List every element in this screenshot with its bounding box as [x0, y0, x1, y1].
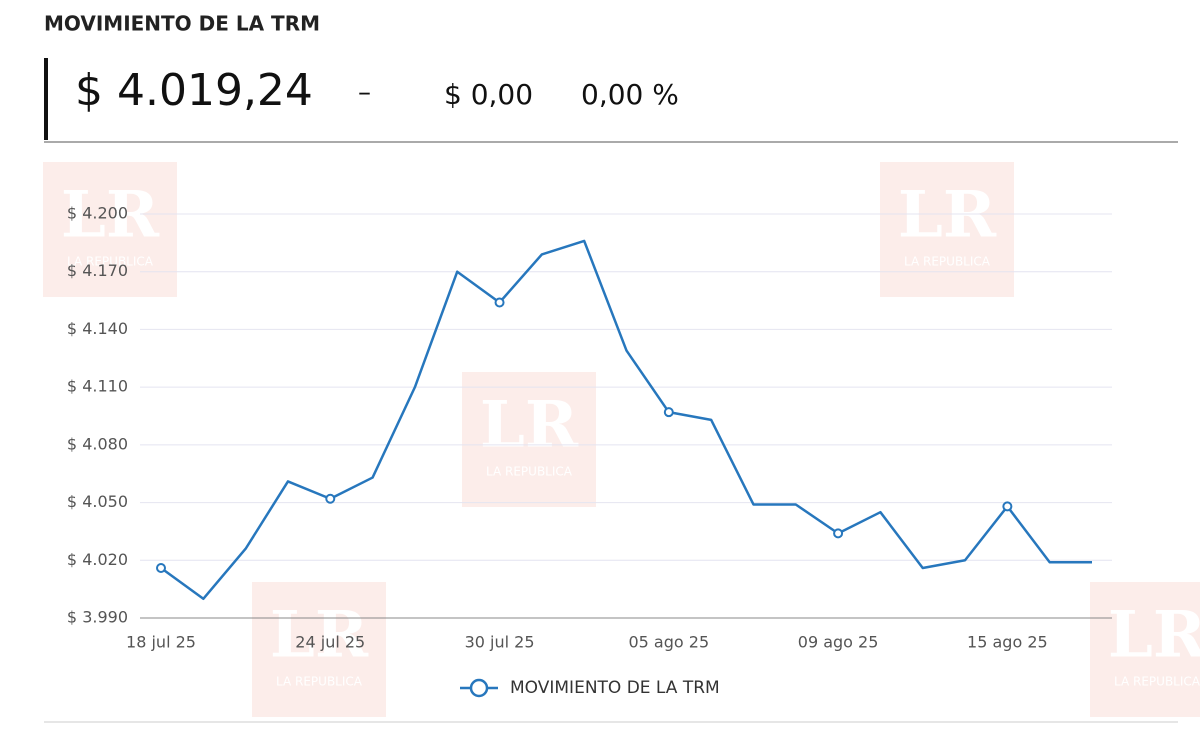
- x-tick-label: 15 ago 25: [967, 633, 1048, 652]
- watermark-text: LA REPUBLICA: [486, 465, 573, 479]
- y-tick-label: $ 4.110: [67, 377, 128, 396]
- watermark-box: [462, 372, 596, 507]
- x-tick-label: 30 jul 25: [465, 633, 535, 652]
- watermark-text: LA REPUBLICA: [276, 675, 363, 689]
- watermark-box: [880, 162, 1014, 297]
- change-indicator: –: [358, 78, 371, 108]
- y-tick-label: $ 4.170: [67, 261, 128, 280]
- watermark-box: [252, 582, 386, 717]
- y-tick-label: $ 4.080: [67, 434, 128, 453]
- watermark-text: LA REPUBLICA: [67, 255, 154, 269]
- watermark-text: LA REPUBLICA: [904, 255, 991, 269]
- x-tick-label: 18 jul 25: [126, 633, 196, 652]
- x-tick-label: 09 ago 25: [798, 633, 879, 652]
- x-tick-label: 05 ago 25: [628, 633, 709, 652]
- point: [494, 297, 505, 308]
- section-title: MOVIMIENTO DE LA TRM: [44, 12, 320, 36]
- watermarks: LR LA REPUBLICA LR LA REPUBLICA LR LA REPUBLI…: [43, 162, 1200, 717]
- watermark-logo: LR: [480, 388, 579, 463]
- y-tick-label: $ 4.020: [67, 550, 128, 569]
- watermark-logo: LR: [1108, 598, 1200, 673]
- watermark-logo: LR: [61, 178, 160, 253]
- point: [1002, 501, 1013, 512]
- y-tick-label: $ 3.990: [67, 608, 128, 627]
- y-tick-label: $ 4.200: [67, 204, 128, 223]
- change-value: $ 0,00: [444, 78, 533, 111]
- point: [325, 493, 336, 504]
- y-tick-label: $ 4.050: [67, 492, 128, 511]
- point: [156, 562, 166, 573]
- point: [833, 528, 844, 539]
- price: $ 4.019,24: [75, 65, 313, 116]
- line: [160, 239, 1092, 601]
- legend-marker: [469, 678, 489, 698]
- accent-bar: [44, 58, 48, 140]
- legend-label: MOVIMIENTO DE LA TRM: [510, 678, 720, 698]
- watermark-box: [43, 162, 177, 297]
- point: [663, 407, 674, 418]
- watermark-text: LA REPUBLICA: [1114, 675, 1200, 689]
- y-tick-label: $ 4.140: [67, 319, 128, 338]
- watermark-logo: LR: [270, 598, 369, 673]
- change-percent: 0,00 %: [581, 78, 679, 111]
- x-tick-label: 24 jul 25: [295, 633, 365, 652]
- watermark-logo: LR: [898, 178, 997, 253]
- watermark-box: [1090, 582, 1200, 717]
